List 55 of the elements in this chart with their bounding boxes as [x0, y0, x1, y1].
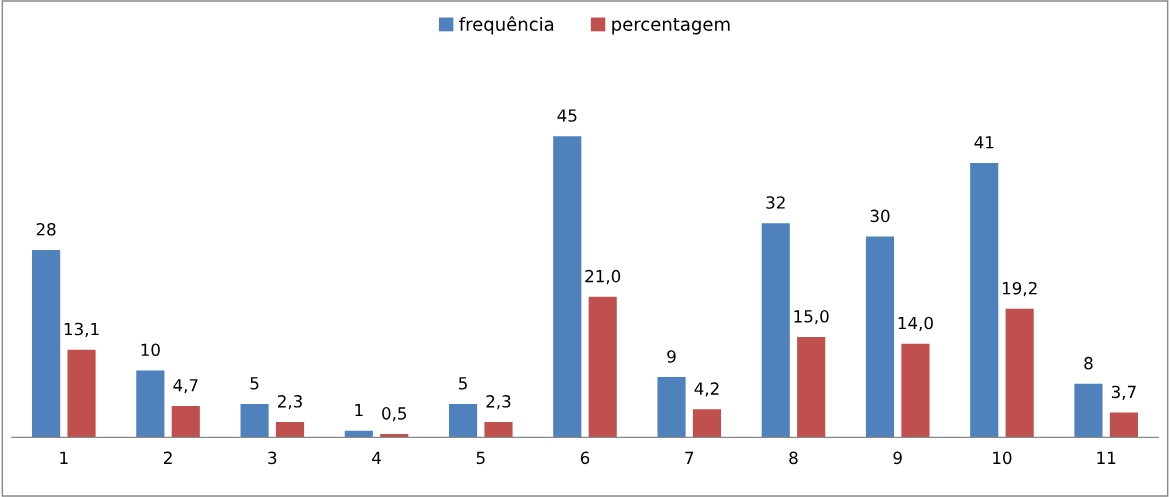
bar: [657, 377, 686, 438]
data-label: 30: [870, 209, 890, 223]
data-label: 5: [459, 377, 467, 390]
x-tick-label: 9: [893, 451, 902, 465]
bar: [1074, 383, 1103, 438]
data-label: 3,7: [1111, 385, 1136, 400]
x-tick-label: 6: [580, 451, 590, 465]
x-tick-label: 7: [685, 451, 694, 464]
data-label: 5: [250, 377, 259, 390]
x-tick-label: 8: [789, 451, 798, 465]
bar: [1109, 412, 1138, 438]
x-tick-label: 11: [1097, 451, 1116, 464]
data-label: 13,1: [64, 322, 99, 338]
bar: [761, 223, 790, 438]
bar: [275, 421, 305, 438]
data-label: 45: [557, 109, 577, 122]
x-tick-label: 3: [268, 451, 277, 465]
data-label: 14,0: [898, 316, 933, 332]
bar: [240, 403, 269, 438]
data-label: 0,5: [382, 407, 407, 422]
bar: [484, 421, 513, 438]
bar: [448, 403, 478, 438]
bar: [136, 370, 165, 438]
x-tick-label: 4: [372, 451, 381, 464]
bar: [970, 162, 999, 438]
bar: [865, 236, 895, 438]
data-label: 2,3: [486, 395, 511, 410]
bar: [692, 409, 722, 438]
data-label: 4,2: [694, 382, 719, 397]
data-label: 1: [355, 403, 363, 417]
x-tick-label: 2: [163, 451, 172, 464]
bar: [553, 136, 582, 438]
bar: [588, 296, 617, 438]
data-label: 8: [1084, 356, 1093, 370]
data-label: 4,7: [173, 379, 198, 394]
data-label: 10: [141, 343, 160, 357]
x-tick-label: 5: [476, 451, 485, 465]
data-label: 28: [36, 222, 56, 236]
bar: [901, 343, 930, 438]
x-tick-label: 10: [993, 451, 1012, 465]
data-label: 2,3: [277, 395, 302, 410]
legend-label: frequência: [459, 16, 554, 35]
bar: [1005, 308, 1034, 438]
bar: [67, 349, 96, 438]
data-label: 21,0: [585, 269, 621, 285]
data-label: 32: [766, 196, 785, 209]
bar: [32, 249, 61, 438]
data-label: 15,0: [794, 310, 829, 325]
legend-label: percentagem: [612, 18, 730, 35]
data-label: 9: [667, 350, 676, 363]
data-label: 41: [974, 136, 994, 149]
data-label: 19,2: [1002, 281, 1037, 297]
bar: [797, 336, 826, 438]
x-tick-label: 1: [60, 451, 68, 464]
bar: [171, 405, 200, 438]
